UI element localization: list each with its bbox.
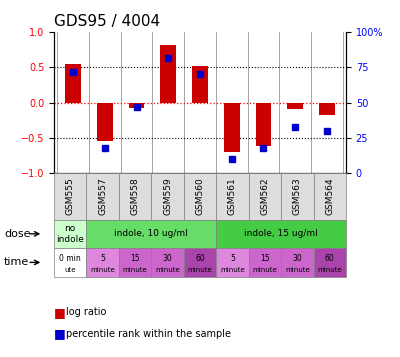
Text: minute: minute (123, 267, 148, 272)
Bar (160, 45, 176, 103)
Bar (224, 103, 240, 152)
Text: minute: minute (318, 267, 342, 272)
Bar (287, 103, 303, 109)
Text: ■: ■ (54, 306, 66, 319)
Text: 60: 60 (195, 253, 205, 263)
Text: minute: minute (252, 267, 277, 272)
Text: dose: dose (4, 229, 30, 239)
Text: 30: 30 (292, 253, 302, 263)
Text: log ratio: log ratio (66, 307, 106, 317)
Bar (256, 103, 272, 146)
Text: GSM555: GSM555 (66, 177, 75, 215)
Bar (65, 64, 81, 103)
Text: minute: minute (285, 267, 310, 272)
Text: 60: 60 (325, 253, 335, 263)
Text: ute: ute (64, 267, 76, 272)
Text: percentile rank within the sample: percentile rank within the sample (66, 329, 231, 339)
Text: indole, 10 ug/ml: indole, 10 ug/ml (114, 229, 188, 238)
Text: 15: 15 (260, 253, 270, 263)
Bar (319, 103, 335, 115)
Text: GSM561: GSM561 (228, 177, 237, 215)
Text: GSM563: GSM563 (293, 177, 302, 215)
Text: no
indole: no indole (56, 224, 84, 243)
Text: minute: minute (155, 267, 180, 272)
Text: GSM562: GSM562 (260, 177, 269, 215)
Bar (128, 103, 144, 108)
Text: GSM564: GSM564 (325, 177, 334, 215)
Text: 5: 5 (100, 253, 105, 263)
Text: 0 min: 0 min (59, 253, 81, 263)
Text: minute: minute (188, 267, 212, 272)
Text: GDS95 / 4004: GDS95 / 4004 (54, 14, 160, 29)
Text: 5: 5 (230, 253, 235, 263)
Text: 30: 30 (163, 253, 172, 263)
Text: minute: minute (220, 267, 245, 272)
Text: GSM558: GSM558 (131, 177, 140, 215)
Text: GSM557: GSM557 (98, 177, 107, 215)
Text: ■: ■ (54, 327, 66, 340)
Text: minute: minute (90, 267, 115, 272)
Text: 15: 15 (130, 253, 140, 263)
Bar (192, 66, 208, 103)
Text: time: time (4, 257, 29, 267)
Text: GSM559: GSM559 (163, 177, 172, 215)
Bar (97, 103, 113, 141)
Text: indole, 15 ug/ml: indole, 15 ug/ml (244, 229, 318, 238)
Text: GSM560: GSM560 (196, 177, 204, 215)
